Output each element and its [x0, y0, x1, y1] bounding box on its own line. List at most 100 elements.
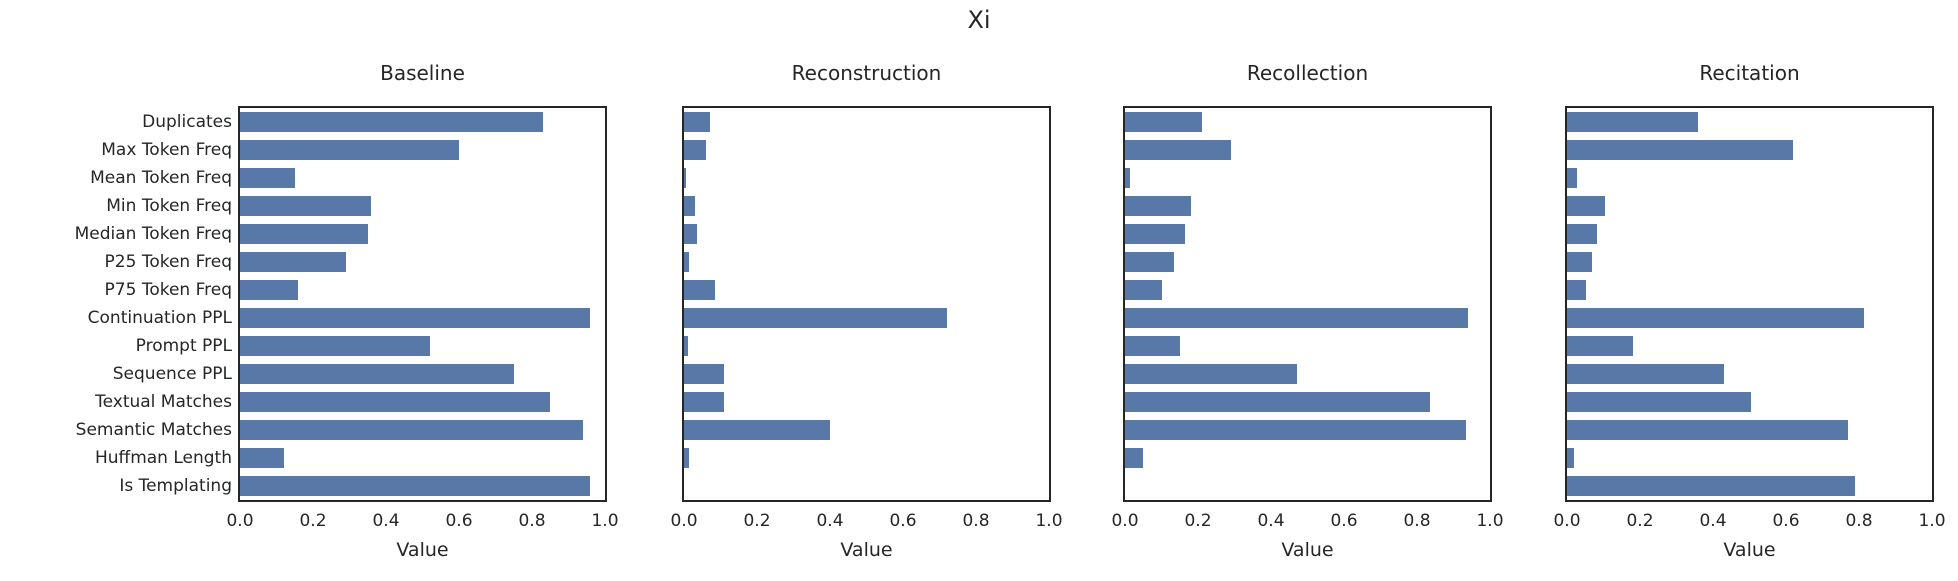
figure-title: Xi — [967, 6, 991, 34]
bar-recollection-min-token-freq — [1125, 196, 1191, 216]
bar-recitation-max-token-freq — [1567, 140, 1793, 160]
bar-reconstruction-max-token-freq — [684, 140, 706, 160]
bar-recitation-p75-token-freq — [1567, 280, 1586, 300]
plot-area-baseline — [238, 106, 607, 502]
bar-recollection-duplicates — [1125, 112, 1202, 132]
y-tick-label-max-token-freq: Max Token Freq — [101, 140, 232, 160]
x-tick-label-baseline-1.0: 1.0 — [591, 511, 619, 531]
bar-baseline-textual-matches — [240, 392, 550, 412]
bar-recitation-mean-token-freq — [1567, 168, 1577, 188]
x-tick-label-recitation-0.0: 0.0 — [1553, 511, 1581, 531]
x-tick-label-reconstruction-0.4: 0.4 — [816, 511, 844, 531]
bar-baseline-continuation-ppl — [240, 308, 590, 328]
bar-baseline-duplicates — [240, 112, 543, 132]
bar-recitation-sequence-ppl — [1567, 364, 1724, 384]
y-tick-label-continuation-ppl: Continuation PPL — [87, 308, 232, 328]
y-tick-label-duplicates: Duplicates — [142, 112, 232, 132]
plot-area-recollection — [1123, 106, 1492, 502]
bar-recollection-p75-token-freq — [1125, 280, 1162, 300]
bar-reconstruction-prompt-ppl — [684, 336, 688, 356]
plot-area-reconstruction — [682, 106, 1051, 502]
x-tick-label-recollection-0.6: 0.6 — [1330, 511, 1358, 531]
bar-recitation-huffman-length — [1567, 448, 1574, 468]
x-tick-label-reconstruction-0.8: 0.8 — [962, 511, 990, 531]
bar-recollection-textual-matches — [1125, 392, 1430, 412]
y-tick-label-sequence-ppl: Sequence PPL — [112, 364, 232, 384]
bar-recitation-continuation-ppl — [1567, 308, 1864, 328]
bar-baseline-p75-token-freq — [240, 280, 298, 300]
subplot-title-recitation: Recitation — [1699, 61, 1800, 85]
bar-recollection-prompt-ppl — [1125, 336, 1180, 356]
bar-baseline-huffman-length — [240, 448, 284, 468]
bar-recitation-prompt-ppl — [1567, 336, 1633, 356]
bar-recollection-mean-token-freq — [1125, 168, 1130, 188]
x-tick-label-recollection-1.0: 1.0 — [1476, 511, 1504, 531]
y-tick-label-mean-token-freq: Mean Token Freq — [90, 168, 232, 188]
bar-recitation-textual-matches — [1567, 392, 1751, 412]
bar-recitation-is-templating — [1567, 476, 1855, 496]
x-tick-label-recollection-0.4: 0.4 — [1257, 511, 1285, 531]
x-tick-label-baseline-0.6: 0.6 — [445, 511, 473, 531]
y-tick-label-median-token-freq: Median Token Freq — [74, 224, 232, 244]
bar-reconstruction-continuation-ppl — [684, 308, 947, 328]
bar-reconstruction-p75-token-freq — [684, 280, 715, 300]
bar-baseline-median-token-freq — [240, 224, 368, 244]
bar-baseline-is-templating — [240, 476, 590, 496]
x-axis-label-recitation: Value — [1723, 539, 1776, 561]
x-tick-label-reconstruction-0.2: 0.2 — [743, 511, 771, 531]
subplot-title-reconstruction: Reconstruction — [791, 61, 942, 85]
x-tick-label-recitation-0.2: 0.2 — [1626, 511, 1654, 531]
bar-recitation-p25-token-freq — [1567, 252, 1592, 272]
y-tick-label-huffman-length: Huffman Length — [94, 448, 232, 468]
x-tick-label-reconstruction-0.0: 0.0 — [670, 511, 698, 531]
x-tick-label-recitation-0.6: 0.6 — [1772, 511, 1800, 531]
bar-reconstruction-p25-token-freq — [684, 252, 689, 272]
x-tick-label-baseline-0.0: 0.0 — [226, 511, 254, 531]
y-tick-label-semantic-matches: Semantic Matches — [75, 420, 232, 440]
y-tick-label-p25-token-freq: P25 Token Freq — [104, 252, 232, 272]
bar-reconstruction-median-token-freq — [684, 224, 697, 244]
x-tick-label-recollection-0.0: 0.0 — [1111, 511, 1139, 531]
bar-recollection-sequence-ppl — [1125, 364, 1297, 384]
bar-baseline-semantic-matches — [240, 420, 583, 440]
y-tick-label-p75-token-freq: P75 Token Freq — [104, 280, 232, 300]
bar-recitation-median-token-freq — [1567, 224, 1597, 244]
bar-recitation-duplicates — [1567, 112, 1698, 132]
x-tick-label-baseline-0.8: 0.8 — [518, 511, 546, 531]
bar-reconstruction-duplicates — [684, 112, 710, 132]
bar-baseline-mean-token-freq — [240, 168, 295, 188]
bar-recollection-semantic-matches — [1125, 420, 1466, 440]
bar-reconstruction-mean-token-freq — [684, 168, 686, 188]
x-axis-label-reconstruction: Value — [840, 539, 893, 561]
x-tick-label-reconstruction-0.6: 0.6 — [889, 511, 917, 531]
bar-recollection-p25-token-freq — [1125, 252, 1174, 272]
bar-baseline-prompt-ppl — [240, 336, 430, 356]
bar-recitation-semantic-matches — [1567, 420, 1848, 440]
bar-reconstruction-sequence-ppl — [684, 364, 724, 384]
bar-reconstruction-textual-matches — [684, 392, 724, 412]
y-tick-label-is-templating: Is Templating — [119, 476, 232, 496]
x-tick-label-recitation-0.8: 0.8 — [1845, 511, 1873, 531]
bar-baseline-p25-token-freq — [240, 252, 346, 272]
x-tick-label-recitation-1.0: 1.0 — [1918, 511, 1946, 531]
y-tick-label-prompt-ppl: Prompt PPL — [135, 336, 232, 356]
plot-area-recitation — [1565, 106, 1934, 502]
bar-recollection-max-token-freq — [1125, 140, 1231, 160]
bar-recollection-median-token-freq — [1125, 224, 1185, 244]
subplot-title-recollection: Recollection — [1246, 61, 1369, 85]
bar-baseline-max-token-freq — [240, 140, 459, 160]
x-tick-label-baseline-0.4: 0.4 — [372, 511, 400, 531]
x-axis-label-baseline: Value — [396, 539, 449, 561]
x-tick-label-recollection-0.8: 0.8 — [1403, 511, 1431, 531]
bar-recitation-min-token-freq — [1567, 196, 1605, 216]
x-tick-label-recollection-0.2: 0.2 — [1184, 511, 1212, 531]
bar-recollection-huffman-length — [1125, 448, 1143, 468]
y-tick-label-textual-matches: Textual Matches — [95, 392, 232, 412]
x-axis-label-recollection: Value — [1281, 539, 1334, 561]
bar-reconstruction-huffman-length — [684, 448, 689, 468]
y-tick-label-min-token-freq: Min Token Freq — [106, 196, 232, 216]
x-tick-label-recitation-0.4: 0.4 — [1699, 511, 1727, 531]
bar-reconstruction-min-token-freq — [684, 196, 695, 216]
subplot-title-baseline: Baseline — [380, 61, 465, 85]
